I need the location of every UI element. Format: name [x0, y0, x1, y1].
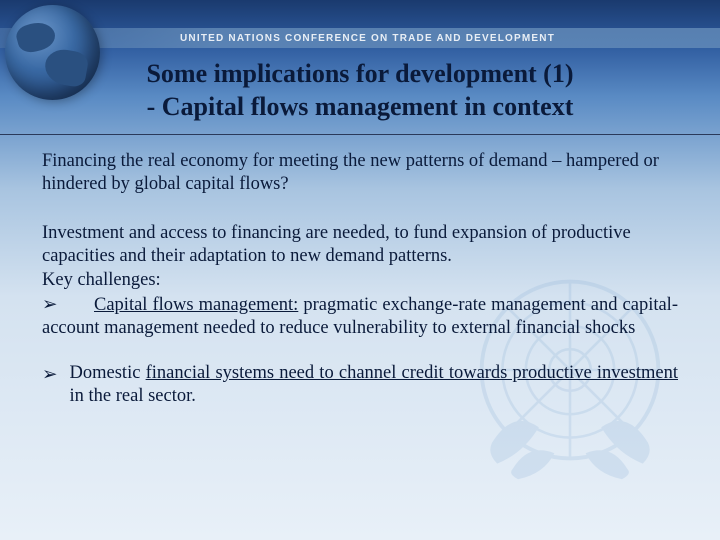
- org-name: UNITED NATIONS CONFERENCE ON TRADE AND D…: [180, 33, 555, 44]
- intro-paragraph: Financing the real economy for meeting t…: [42, 150, 678, 196]
- bullet-2: ➢ Domestic financial systems need to cha…: [42, 362, 678, 408]
- bullet-1-underline: Capital flows management:: [94, 295, 298, 315]
- title-line-1: Some implications for development (1): [0, 58, 720, 91]
- globe-decoration: [5, 5, 100, 100]
- bullet-1: ➢Capital flows management: pragmatic exc…: [42, 292, 678, 340]
- bullet-arrow-icon: ➢: [42, 292, 82, 315]
- paragraph-2: Investment and access to financing are n…: [42, 222, 678, 291]
- header-bar: UNITED NATIONS CONFERENCE ON TRADE AND D…: [0, 28, 720, 48]
- title-divider: [0, 134, 720, 135]
- bullet-2-underline: financial systems need to channel credit…: [146, 363, 678, 383]
- bullet-arrow-icon: ➢: [42, 362, 58, 385]
- bullet-2-text: Domestic financial systems need to chann…: [70, 362, 678, 408]
- slide-title: Some implications for development (1) - …: [0, 58, 720, 123]
- title-line-2: - Capital flows management in context: [0, 91, 720, 124]
- para2-sentence-a: Investment and access to financing are n…: [42, 222, 678, 268]
- para2-sentence-b: Key challenges:: [42, 269, 678, 292]
- content-area: Financing the real economy for meeting t…: [42, 150, 678, 408]
